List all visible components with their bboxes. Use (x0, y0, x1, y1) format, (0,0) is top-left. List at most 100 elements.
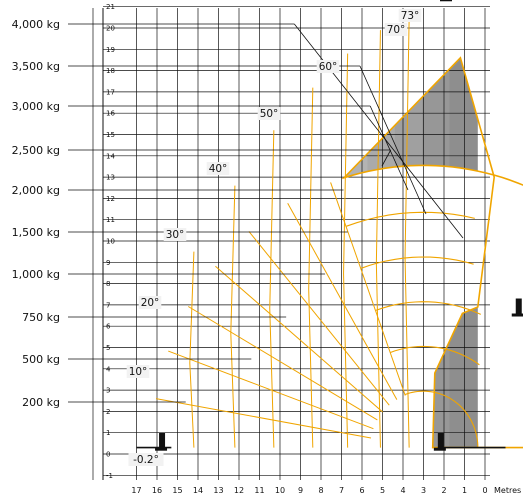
angle-label: 40° (209, 163, 228, 175)
y-tick-label: 17 (106, 88, 115, 96)
load-contour (361, 256, 474, 269)
attachment-right-icon-fork (511, 313, 523, 317)
y-tick-label: 16 (106, 110, 115, 118)
angle-line (215, 265, 383, 413)
x-tick-label: 11 (254, 486, 264, 495)
x-tick-label: 2 (441, 486, 446, 495)
angle-label-bg (257, 107, 281, 120)
x-tick-label: 0 (482, 486, 487, 495)
load-contour-vertical (308, 87, 314, 448)
angle-label: 50° (260, 108, 279, 120)
load-label: 3,500 kg (12, 60, 60, 73)
x-tick-label: 13 (213, 486, 223, 495)
attachment-right-icon (515, 298, 522, 315)
y-tick-label: 3 (106, 387, 110, 395)
x-tick-label: 5 (380, 486, 385, 495)
y-tick-label: 7 (106, 301, 110, 309)
attachment-bottom-right-icon-fork (433, 447, 446, 451)
y-tick-label: 9 (106, 259, 110, 267)
load-leader-diagonal (369, 105, 409, 191)
y-tick-label: 2 (106, 408, 110, 416)
y-tick-label: -1 (106, 472, 113, 480)
load-label: 3,000 kg (12, 100, 60, 113)
load-contour (375, 301, 482, 315)
load-label: 1,000 kg (12, 268, 60, 281)
y-tick-label: 20 (106, 25, 115, 33)
y-tick-label: 1 (106, 429, 110, 437)
load-label: 2,000 kg (12, 184, 60, 197)
load-contour (346, 211, 475, 227)
attachment-bottom-left-icon (159, 432, 166, 449)
angle-line (168, 350, 374, 430)
y-tick-label: 14 (106, 152, 115, 160)
attachment-bottom-left-icon-fork (155, 447, 168, 451)
x-tick-label: 14 (193, 486, 203, 495)
angle-label-bg (138, 296, 162, 309)
load-contour-vertical (269, 130, 275, 448)
angle-label-bg (163, 228, 187, 241)
angle-label: 10° (129, 366, 148, 378)
angle-label-bg (316, 60, 340, 73)
angle-label-bg (384, 23, 408, 36)
load-leader-diagonal (294, 23, 464, 239)
load-contour (390, 345, 480, 366)
angle-label: 30° (166, 229, 185, 241)
angle-line (155, 398, 372, 439)
x-unit-label: Metres (494, 486, 521, 495)
x-tick-label: 16 (152, 486, 162, 495)
load-leader-diagonal (359, 65, 427, 215)
y-tick-label: 0 (106, 451, 110, 459)
angle-label: 20° (141, 297, 160, 309)
envelope-outline (341, 56, 523, 449)
load-contour (404, 390, 479, 448)
x-tick-label: 7 (339, 486, 344, 495)
x-tick-label: 8 (318, 486, 323, 495)
load-label: 4,000 kg (12, 18, 60, 31)
angle-label: 70° (387, 24, 406, 36)
angle-label-bg (128, 453, 164, 466)
angle-label-bg (398, 9, 422, 22)
attachment-bottom-right-icon (437, 432, 444, 449)
angle-label-bg (126, 365, 150, 378)
angle-line (188, 306, 378, 421)
angle-line (248, 231, 390, 406)
angle-line (287, 202, 398, 400)
angle-line (330, 182, 406, 396)
x-tick-label: 4 (400, 486, 405, 495)
load-contour-vertical (343, 53, 349, 448)
x-tick-label: 3 (421, 486, 426, 495)
x-tick-label: 1 (462, 486, 467, 495)
y-tick-label: 18 (106, 67, 115, 75)
load-leader-diagonal (381, 149, 392, 167)
y-tick-label: 10 (106, 238, 115, 246)
load-label: 750 kg (22, 311, 60, 324)
load-label: 2,500 kg (12, 144, 60, 157)
load-label: 500 kg (22, 353, 60, 366)
load-contour-vertical (230, 185, 236, 448)
attachment-top-icon-fork (440, 0, 452, 2)
x-tick-label: 17 (131, 486, 141, 495)
load-contour-vertical (375, 30, 381, 448)
y-tick-label: 6 (106, 323, 111, 331)
x-tick-label: 15 (172, 486, 182, 495)
x-tick-label: 12 (234, 486, 244, 495)
x-tick-label: 6 (359, 486, 364, 495)
y-tick-label: 13 (106, 174, 115, 182)
load-label: 1,500 kg (12, 226, 60, 239)
angle-label-bg (206, 162, 230, 175)
y-tick-label: 19 (106, 46, 115, 54)
load-contour-vertical (189, 251, 195, 448)
angle-label: 73° (401, 10, 420, 22)
y-tick-label: 21 (106, 3, 115, 11)
y-tick-label: 15 (106, 131, 115, 139)
y-tick-label: 4 (106, 365, 111, 373)
x-tick-label: 9 (298, 486, 303, 495)
y-tick-label: 12 (106, 195, 115, 203)
y-tick-label: 11 (106, 216, 115, 224)
load-label: 200 kg (22, 396, 60, 409)
angle-label: -0.2° (133, 454, 159, 466)
y-tick-label: 8 (106, 280, 110, 288)
y-tick-label: 5 (106, 344, 110, 352)
